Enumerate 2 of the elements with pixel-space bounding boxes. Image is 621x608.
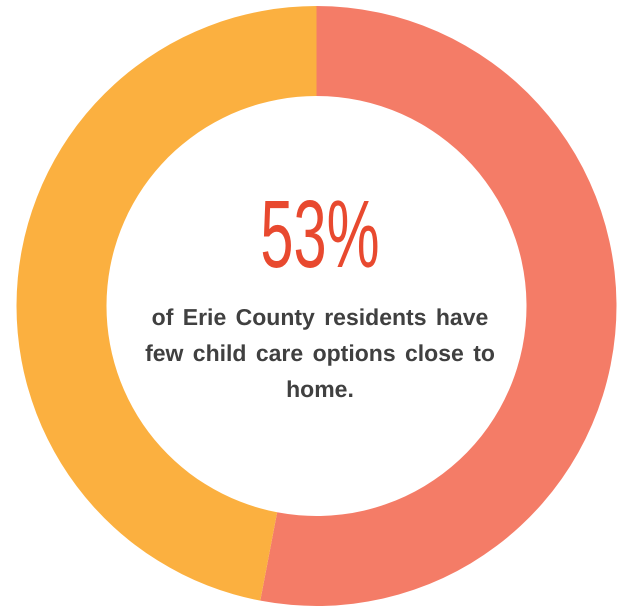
text: of Erie County residents have few child care options close to home. <box>144 303 496 404</box>
text: 53% <box>259 181 381 288</box>
